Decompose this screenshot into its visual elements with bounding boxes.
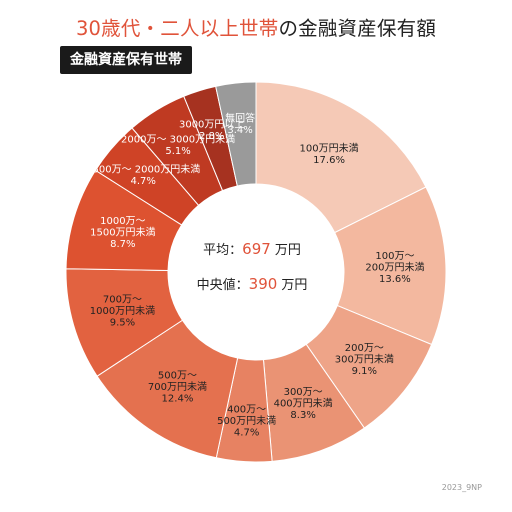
slice-label-11: 3000万円以上 2.8%	[179, 118, 244, 142]
slice-label-6: 500万〜 700万円未満 12.4%	[148, 371, 207, 405]
average-value: 697	[242, 240, 271, 258]
slice-2	[334, 186, 447, 346]
slice-label-1: 100万円未満 17.6%	[300, 143, 359, 167]
chart-title: 30歳代・二人以上世帯の金融資産保有額	[0, 12, 512, 41]
slice-category-text: 500万円未満	[217, 415, 276, 427]
slice-label-8: 1000万〜 1500万円未満 8.7%	[90, 216, 155, 250]
median-label: 中央値：	[197, 277, 249, 293]
median-unit: 万円	[281, 278, 307, 293]
slice-12	[215, 81, 257, 187]
source-credit: 2023_9NP	[441, 483, 482, 492]
slice-category-text: 500万〜	[158, 371, 197, 382]
slice-value-text: 4.7%	[131, 176, 156, 187]
slice-category-text: 300万〜	[284, 387, 323, 398]
slice-category-text: 1500万〜 2000万円未満	[86, 163, 200, 175]
subtitle-badge: 金融資産保有世帯	[60, 46, 192, 74]
slice-label-2: 100万〜 200万円未満 13.6%	[365, 251, 424, 285]
slice-label-12: 無回答 3.4%	[225, 112, 255, 136]
slice-category-text: 2000万〜 3000万円未満	[121, 134, 235, 146]
slice-label-10: 2000万〜 3000万円未満 5.1%	[121, 134, 235, 158]
slice-category-text: 200万〜	[345, 343, 384, 354]
slice-category-text: 700万〜	[103, 295, 142, 306]
slice-category-text: 3000万円以上	[179, 118, 244, 130]
slice-category-text: 無回答	[225, 112, 255, 125]
slice-value-text: 13.6%	[379, 274, 411, 285]
slice-value-text: 8.3%	[290, 410, 315, 421]
median-row: 中央値：390 万円	[197, 275, 308, 293]
slice-category-text: 100万円未満	[300, 143, 359, 155]
labels-group: 100万円未満 17.6% 100万〜 200万円未満 13.6% 200万〜 300万円未…	[86, 112, 424, 439]
slice-value-text: 4.7%	[234, 428, 259, 439]
slice-value-text: 2.8%	[199, 131, 224, 142]
slice-label-9: 1500万〜 2000万円未満 4.7%	[86, 163, 200, 187]
slice-category-text: 1500万円未満	[90, 227, 155, 239]
title-accent: 30歳代・二人以上世帯	[75, 17, 279, 40]
slices-group	[65, 81, 447, 463]
slice-label-5: 400万〜 500万円未満 4.7%	[217, 405, 276, 439]
slice-value-text: 3.4%	[227, 125, 252, 136]
slice-category-text: 400万円未満	[274, 397, 333, 409]
average-unit: 万円	[275, 243, 301, 258]
slice-category-text: 1000万円未満	[90, 305, 155, 317]
title-rest: の金融資産保有額	[278, 17, 437, 40]
slice-value-text: 9.1%	[352, 366, 377, 377]
slice-value-text: 12.4%	[162, 394, 194, 405]
center-summary: 平均：697 万円 中央値：390 万円	[197, 240, 308, 293]
average-row: 平均：697 万円	[203, 240, 301, 258]
slice-label-7: 700万〜 1000万円未満 9.5%	[90, 295, 155, 329]
slice-category-text: 400万〜	[227, 405, 266, 416]
slice-label-3: 200万〜 300万円未満 9.1%	[335, 343, 394, 377]
slice-category-text: 100万〜	[375, 251, 414, 262]
slice-value-text: 17.6%	[313, 155, 345, 166]
slice-category-text: 1000万〜	[100, 216, 145, 227]
slice-category-text: 300万円未満	[335, 354, 394, 366]
median-value: 390	[249, 275, 278, 293]
slice-1	[255, 81, 427, 234]
slice-category-text: 200万円未満	[365, 261, 424, 273]
slice-value-text: 5.1%	[165, 146, 190, 157]
slice-value-text: 9.5%	[110, 318, 135, 329]
slice-category-text: 700万円未満	[148, 381, 207, 393]
slice-label-4: 300万〜 400万円未満 8.3%	[274, 387, 333, 421]
average-label: 平均：	[203, 243, 242, 258]
slice-value-text: 8.7%	[110, 239, 135, 250]
